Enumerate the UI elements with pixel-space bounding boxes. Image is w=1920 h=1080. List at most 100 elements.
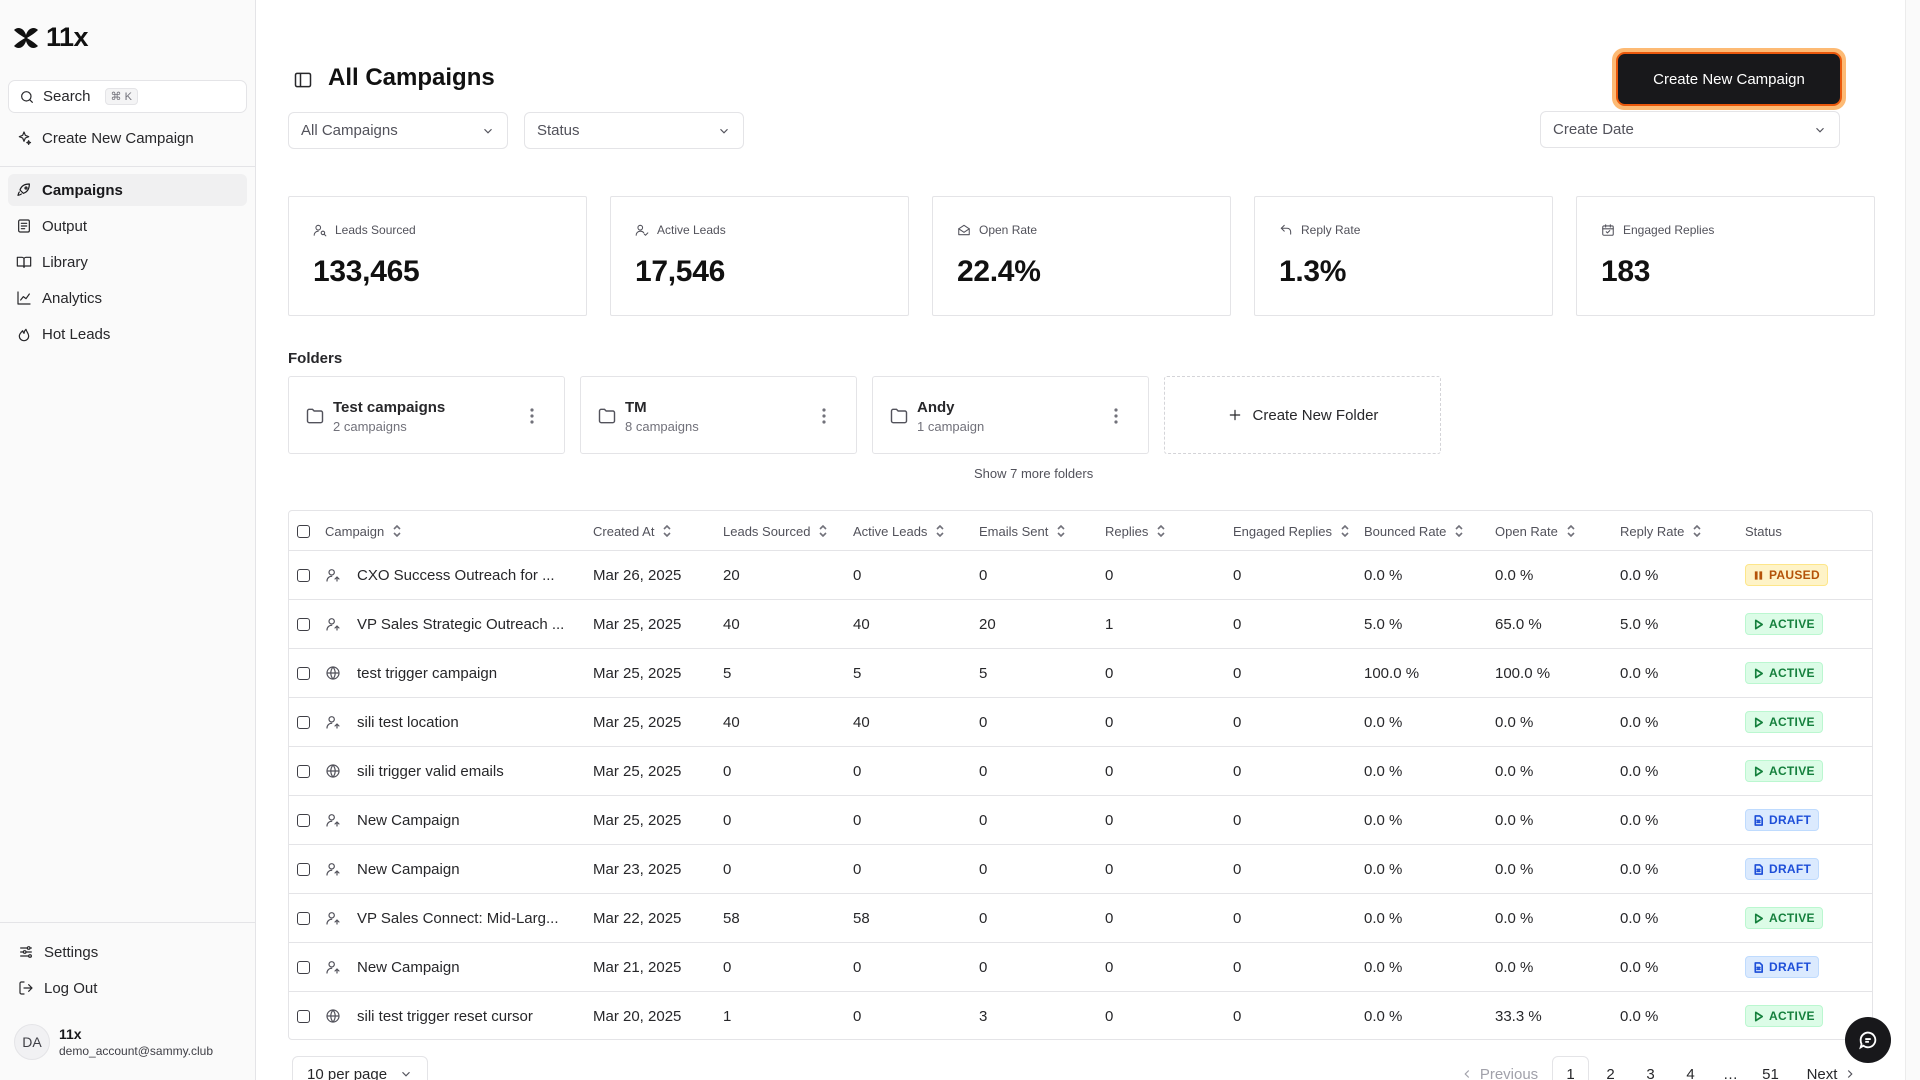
page-button[interactable]: 3 — [1646, 1065, 1655, 1080]
row-checkbox[interactable] — [297, 862, 310, 876]
show-more-folders-link[interactable]: Show 7 more folders — [974, 466, 1094, 481]
row-checkbox[interactable] — [297, 911, 310, 925]
row-checkbox[interactable] — [297, 715, 310, 729]
col-replies[interactable]: Replies — [1105, 511, 1166, 551]
cell-campaign-name[interactable]: CXO Success Outreach for ... — [357, 566, 555, 584]
col-leads-sourced[interactable]: Leads Sourced — [723, 511, 828, 551]
table-row[interactable]: New Campaign Mar 25, 2025 0 0 0 0 0 0.0 % 0.0 % 0… — [289, 796, 1872, 845]
play-icon — [1753, 619, 1764, 630]
cell-bounced-rate: 0.0 % — [1364, 1007, 1403, 1025]
cell-engaged-replies: 0 — [1233, 713, 1242, 731]
user-profile[interactable]: DA 11x demo_account@sammy.club — [14, 1024, 213, 1060]
row-checkbox[interactable] — [297, 1009, 310, 1023]
row-checkbox[interactable] — [297, 617, 310, 631]
more-vertical-icon[interactable] — [816, 407, 832, 425]
folder-card[interactable]: TM 8 campaigns — [580, 376, 857, 454]
column-header-label: Campaign — [325, 523, 385, 539]
sort-icon — [662, 524, 672, 538]
cell-emails-sent: 3 — [979, 1007, 988, 1025]
cell-campaign-name[interactable]: sili trigger valid emails — [357, 762, 504, 780]
sidebar-create-campaign[interactable]: Create New Campaign — [8, 122, 247, 154]
user-name: 11x — [59, 1026, 82, 1042]
cell-campaign-name[interactable]: New Campaign — [357, 958, 460, 976]
stat-card-open-rate: Open Rate 22.4% — [932, 196, 1231, 316]
select-all-checkbox[interactable] — [297, 524, 310, 538]
reply-icon — [1279, 223, 1293, 237]
table-row[interactable]: sili test trigger reset cursor Mar 20, 20… — [289, 992, 1872, 1039]
table-row[interactable]: CXO Success Outreach for ... Mar 26, 2025… — [289, 551, 1872, 600]
calendar-check-icon — [1601, 223, 1615, 237]
row-checkbox[interactable] — [297, 960, 310, 974]
cell-replies: 0 — [1105, 958, 1114, 976]
column-header-label: Status — [1745, 523, 1782, 539]
cell-campaign-name[interactable]: VP Sales Connect: Mid-Larg... — [357, 909, 559, 927]
cell-campaign-name[interactable]: New Campaign — [357, 860, 460, 878]
sidebar-item-library[interactable]: Library — [8, 246, 247, 278]
stat-card-engaged-replies: Engaged Replies 183 — [1576, 196, 1875, 316]
per-page-select[interactable]: 10 per page — [292, 1056, 428, 1080]
create-campaign-button[interactable]: Create New Campaign — [1616, 52, 1842, 106]
more-vertical-icon[interactable] — [1108, 407, 1124, 425]
col-bounced-rate[interactable]: Bounced Rate — [1364, 511, 1464, 551]
campaigns-filter-select[interactable]: All Campaigns — [288, 112, 508, 149]
sidebar-item-analytics[interactable]: Analytics — [8, 282, 247, 314]
page-button[interactable]: 1 — [1552, 1056, 1589, 1080]
cell-campaign-name[interactable]: VP Sales Strategic Outreach ... — [357, 615, 565, 633]
sidebar-item-output[interactable]: Output — [8, 210, 247, 242]
sidebar-item-logout[interactable]: Log Out — [10, 972, 249, 1004]
next-page-button[interactable]: Next — [1798, 1056, 1866, 1080]
table-row[interactable]: VP Sales Strategic Outreach ... Mar 25, 2… — [289, 600, 1872, 649]
status-filter-select[interactable]: Status — [524, 112, 744, 149]
col-engaged-replies[interactable]: Engaged Replies — [1233, 511, 1350, 551]
cell-replies: 0 — [1105, 762, 1114, 780]
row-checkbox[interactable] — [297, 813, 310, 827]
folder-card[interactable]: Andy 1 campaign — [872, 376, 1149, 454]
col-created-at[interactable]: Created At — [593, 511, 672, 551]
table-row[interactable]: VP Sales Connect: Mid-Larg... Mar 22, 202… — [289, 894, 1872, 943]
sidebar-item-label: Campaigns — [42, 181, 123, 199]
page-button[interactable]: 51 — [1762, 1065, 1779, 1080]
create-date-filter-select[interactable]: Create Date — [1540, 111, 1840, 148]
cell-campaign-name[interactable]: test trigger campaign — [357, 664, 498, 682]
page-button[interactable]: 4 — [1686, 1065, 1695, 1080]
row-checkbox[interactable] — [297, 666, 310, 680]
stat-value: 133,465 — [313, 255, 420, 288]
table-row[interactable]: test trigger campaign Mar 25, 2025 5 5 5 0 0 10… — [289, 649, 1872, 698]
table-row[interactable]: New Campaign Mar 21, 2025 0 0 0 0 0 0.0 % 0.0 % 0… — [289, 943, 1872, 992]
search-input[interactable]: Search ⌘ K — [8, 80, 247, 113]
col-active-leads[interactable]: Active Leads — [853, 511, 945, 551]
cell-emails-sent: 20 — [979, 615, 996, 633]
sidebar-toggle-icon[interactable] — [293, 70, 313, 90]
col-reply-rate[interactable]: Reply Rate — [1620, 511, 1702, 551]
cell-campaign-name[interactable]: New Campaign — [357, 811, 460, 829]
chat-widget-button[interactable] — [1845, 1017, 1891, 1063]
table-row[interactable]: New Campaign Mar 23, 2025 0 0 0 0 0 0.0 % 0.0 % 0… — [289, 845, 1872, 894]
table-row[interactable]: sili trigger valid emails Mar 25, 2025 0 0 0… — [289, 747, 1872, 796]
cell-emails-sent: 0 — [979, 909, 988, 927]
row-checkbox[interactable] — [297, 568, 310, 582]
stat-label: Engaged Replies — [1623, 223, 1715, 237]
sidebar-item-hot-leads[interactable]: Hot Leads — [8, 318, 247, 350]
folder-icon — [889, 406, 909, 426]
folder-name: TM — [625, 399, 647, 416]
folder-card[interactable]: Test campaigns 2 campaigns — [288, 376, 565, 454]
cell-campaign-name[interactable]: sili test trigger reset cursor — [357, 1007, 533, 1025]
cell-leads-sourced: 5 — [723, 664, 732, 682]
col-emails-sent[interactable]: Emails Sent — [979, 511, 1066, 551]
page-button[interactable]: 2 — [1606, 1065, 1615, 1080]
table-row[interactable]: sili test location Mar 25, 2025 40 40 0 0 0 0.0… — [289, 698, 1872, 747]
col-open-rate[interactable]: Open Rate — [1495, 511, 1576, 551]
brand-logo[interactable]: 11x — [12, 22, 89, 53]
page-scrollbar[interactable] — [1905, 0, 1920, 1080]
cell-campaign-name[interactable]: sili test location — [357, 713, 459, 731]
more-vertical-icon[interactable] — [524, 407, 540, 425]
col-campaign[interactable]: Campaign — [325, 511, 402, 551]
sidebar-item-settings[interactable]: Settings — [10, 936, 249, 968]
row-checkbox[interactable] — [297, 764, 310, 778]
cell-open-rate: 33.3 % — [1495, 1007, 1542, 1025]
previous-page-button[interactable]: Previous — [1454, 1056, 1544, 1080]
document-icon — [16, 218, 32, 234]
sidebar-item-campaigns[interactable]: Campaigns — [8, 174, 247, 206]
cell-leads-sourced: 40 — [723, 615, 740, 633]
create-folder-button[interactable]: Create New Folder — [1164, 376, 1441, 454]
